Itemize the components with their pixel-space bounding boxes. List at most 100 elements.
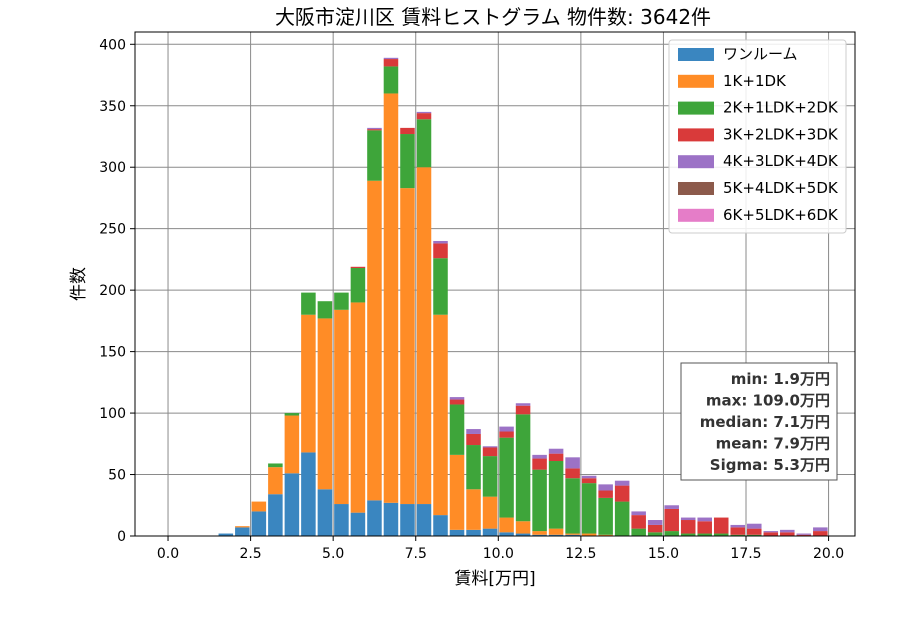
bar-8_0-series-3: [433, 243, 448, 259]
plot-frame: [134, 31, 856, 537]
bar-2_0-series-0: [235, 527, 250, 536]
y-tick-label: 100: [99, 406, 126, 422]
bar-1_5-series-0: [218, 533, 234, 536]
bar-6_0-series-4: [367, 127, 382, 130]
bar-16_0-series-3: [697, 521, 712, 534]
bar-7_0-series-2: [400, 134, 415, 189]
bar-8_0-series-4: [433, 240, 448, 244]
legend-label: ワンルーム: [723, 45, 798, 63]
bar-19_5-series-4: [813, 527, 828, 532]
bar-13_0-series-3: [598, 490, 613, 498]
legend-swatch: [678, 74, 714, 88]
y-tick-label: 200: [99, 283, 126, 299]
bar-12_0-series-1: [565, 533, 580, 535]
legend-swatch: [678, 101, 714, 115]
bar-4_0-series-2: [301, 292, 316, 315]
x-tick-label: 20.0: [813, 546, 844, 562]
bar-5_0-series-1: [334, 309, 349, 505]
bar-12_0-series-2: [565, 478, 580, 534]
stat-median: median: 7.1万円: [700, 413, 830, 431]
bar-2_0-series-1: [235, 526, 250, 528]
y-tick-label: 150: [99, 345, 126, 361]
bar-10_5-series-0: [515, 533, 531, 536]
bar-13_5-series-2: [614, 501, 630, 536]
bar-17_0-series-2: [730, 534, 746, 536]
bar-5_0-series-0: [334, 504, 349, 536]
bar-6_0-series-3: [367, 129, 382, 131]
bar-7_0-series-3: [400, 127, 415, 135]
legend-label: 2K+1LDK+2DK: [723, 99, 839, 117]
bar-6_5-series-0: [383, 502, 399, 536]
bar-13_0-series-1: [598, 534, 613, 536]
x-tick-label: 10.0: [483, 546, 514, 562]
bar-8_5-series-3: [449, 399, 465, 405]
stat-min: min: 1.9万円: [731, 370, 830, 388]
bar-14_5-series-3: [647, 524, 663, 533]
bar-19_0-series-3: [796, 534, 812, 536]
bar-8_5-series-4: [449, 397, 465, 400]
bar-9_0-series-2: [466, 445, 481, 490]
bar-4_0-series-0: [301, 452, 316, 536]
bar-14_5-series-2: [647, 532, 663, 536]
x-tick-label: 12.5: [565, 546, 596, 562]
bar-15_0-series-4: [664, 505, 679, 509]
legend-swatch: [678, 208, 714, 222]
bar-3_0-series-0: [268, 494, 283, 536]
bar-11_5-series-1: [548, 528, 564, 535]
bar-10_0-series-2: [499, 437, 514, 518]
bar-16_5-series-2: [713, 533, 729, 536]
bar-13_0-series-4: [598, 484, 613, 491]
bar-10_0-series-3: [499, 431, 514, 438]
bar-3_0-series-1: [268, 467, 283, 495]
bar-3_5-series-1: [284, 415, 300, 474]
bar-18_0-series-4: [763, 531, 779, 533]
bar-10_5-series-2: [515, 414, 531, 522]
bar-5_0-series-2: [334, 292, 349, 310]
bar-9_5-series-2: [482, 456, 498, 497]
bar-11_0-series-4: [532, 454, 547, 459]
bar-15_5-series-4: [680, 517, 696, 521]
bar-15_5-series-2: [680, 533, 696, 536]
legend: ワンルーム 1K+1DK 2K+1LDK+2DK 3K+2LDK+3DK 4K+3LDK…: [668, 39, 847, 234]
bar-5_5-series-1: [350, 302, 366, 513]
bar-10_5-series-1: [515, 521, 531, 534]
bar-13_0-series-2: [598, 497, 613, 535]
bar-9_5-series-1: [482, 496, 498, 529]
bars-group: [218, 57, 828, 536]
bar-3_5-series-0: [284, 473, 300, 536]
y-tick-label: 400: [99, 37, 126, 53]
bar-16_5-series-3: [713, 517, 729, 534]
bar-12_5-series-3: [581, 478, 597, 484]
bar-8_5-series-2: [449, 404, 465, 455]
bar-14_0-series-2: [631, 528, 646, 536]
bar-7_5-series-1: [416, 167, 432, 505]
bar-4_5-series-1: [317, 318, 333, 490]
bar-11_5-series-0: [548, 534, 564, 536]
bar-17_5-series-2: [747, 534, 762, 536]
bar-8_0-series-1: [433, 314, 448, 516]
bar-17_0-series-4: [730, 524, 746, 528]
y-tick-label: 0: [117, 529, 126, 545]
bar-12_5-series-2: [581, 483, 597, 534]
x-axis-label: 賃料[万円]: [454, 569, 535, 589]
bar-7_0-series-1: [400, 188, 415, 505]
bar-5_5-series-0: [350, 512, 366, 536]
bar-15_0-series-2: [664, 531, 679, 536]
bar-9_5-series-3: [482, 447, 498, 457]
bar-17_5-series-3: [747, 528, 762, 535]
bar-6_5-series-1: [383, 93, 399, 503]
bar-6_0-series-0: [367, 500, 382, 536]
bar-3_0-series-2: [268, 463, 283, 468]
bar-11_5-series-2: [548, 461, 564, 529]
stat-mean: mean: 7.9万円: [716, 435, 830, 453]
bar-19_0-series-4: [796, 533, 812, 535]
bar-12_5-series-4: [581, 475, 597, 479]
x-tick-label: 5.0: [322, 546, 344, 562]
bar-10_0-series-4: [499, 426, 514, 432]
legend-label: 1K+1DK: [723, 72, 787, 90]
stats-box-frame: [680, 362, 838, 481]
bar-5_5-series-2: [350, 268, 366, 303]
bar-10_0-series-0: [499, 532, 514, 536]
bar-6_5-series-2: [383, 66, 399, 94]
